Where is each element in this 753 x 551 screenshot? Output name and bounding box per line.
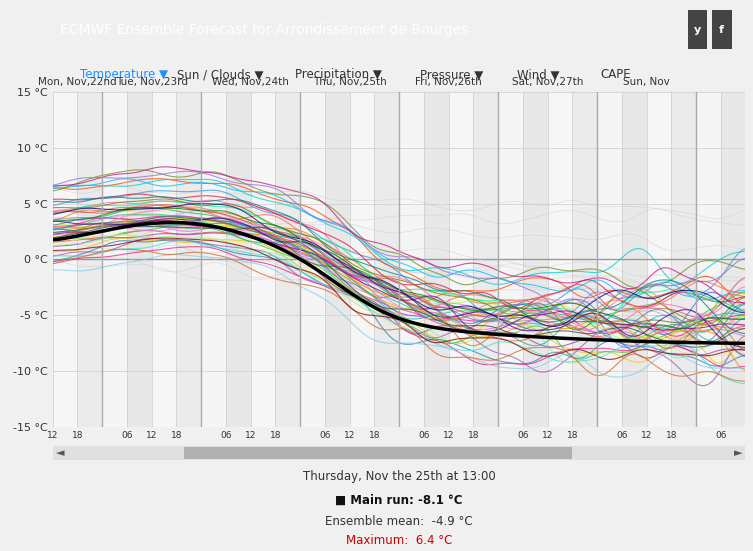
Text: CAPE: CAPE xyxy=(600,68,630,82)
Bar xyxy=(399,92,424,426)
Bar xyxy=(547,92,572,426)
Bar xyxy=(102,92,127,426)
FancyBboxPatch shape xyxy=(53,446,745,460)
Bar xyxy=(547,92,597,426)
Bar xyxy=(374,92,399,426)
Text: ■ Main run: -8.1 °C: ■ Main run: -8.1 °C xyxy=(335,494,463,507)
Bar xyxy=(300,92,325,426)
Bar xyxy=(474,92,498,426)
Bar xyxy=(647,92,696,426)
Text: Thursday, Nov the 25th at 13:00: Thursday, Nov the 25th at 13:00 xyxy=(303,470,495,483)
Bar xyxy=(597,92,622,426)
Bar xyxy=(349,92,374,426)
Bar xyxy=(597,92,647,426)
Text: f: f xyxy=(718,25,724,35)
Bar xyxy=(127,92,151,426)
Bar xyxy=(78,92,102,426)
Bar xyxy=(102,92,151,426)
Bar xyxy=(498,92,547,426)
Bar xyxy=(696,92,721,426)
Bar xyxy=(151,92,176,426)
Bar xyxy=(696,92,745,426)
Bar xyxy=(53,92,78,426)
Text: y: y xyxy=(694,25,700,35)
Text: Pressure ▼: Pressure ▼ xyxy=(420,68,483,82)
Bar xyxy=(251,92,276,426)
Bar xyxy=(647,92,671,426)
Text: Maximum:  6.4 °C: Maximum: 6.4 °C xyxy=(346,534,453,547)
Bar xyxy=(349,92,399,426)
FancyBboxPatch shape xyxy=(184,447,572,459)
Bar xyxy=(721,92,745,426)
Bar xyxy=(325,92,349,426)
Text: Ensemble mean:  -4.9 °C: Ensemble mean: -4.9 °C xyxy=(325,515,473,528)
Bar xyxy=(572,92,597,426)
Bar xyxy=(622,92,647,426)
Bar xyxy=(176,92,201,426)
Text: Wind ▼: Wind ▼ xyxy=(517,68,559,82)
Bar xyxy=(745,92,753,426)
Bar xyxy=(745,92,753,426)
Bar xyxy=(498,92,523,426)
Bar xyxy=(53,92,102,426)
Bar xyxy=(449,92,474,426)
Bar xyxy=(424,92,449,426)
Bar xyxy=(449,92,498,426)
Text: Temperature ▼: Temperature ▼ xyxy=(81,68,169,82)
FancyBboxPatch shape xyxy=(712,10,732,49)
Bar xyxy=(276,92,300,426)
Bar xyxy=(523,92,547,426)
Bar xyxy=(399,92,449,426)
Text: Precipitation ▼: Precipitation ▼ xyxy=(295,68,382,82)
Text: ►: ► xyxy=(733,448,742,458)
Bar xyxy=(300,92,349,426)
Text: Sun / Clouds ▼: Sun / Clouds ▼ xyxy=(178,68,264,82)
Bar xyxy=(201,92,251,426)
Bar xyxy=(251,92,300,426)
Bar xyxy=(671,92,696,426)
Text: ECMWF Ensemble Forecast for Arrondissement de Bourges: ECMWF Ensemble Forecast for Arrondisseme… xyxy=(59,23,468,37)
Bar xyxy=(151,92,201,426)
Bar xyxy=(201,92,226,426)
Bar xyxy=(226,92,251,426)
Text: ◄: ◄ xyxy=(56,448,65,458)
FancyBboxPatch shape xyxy=(688,10,707,49)
